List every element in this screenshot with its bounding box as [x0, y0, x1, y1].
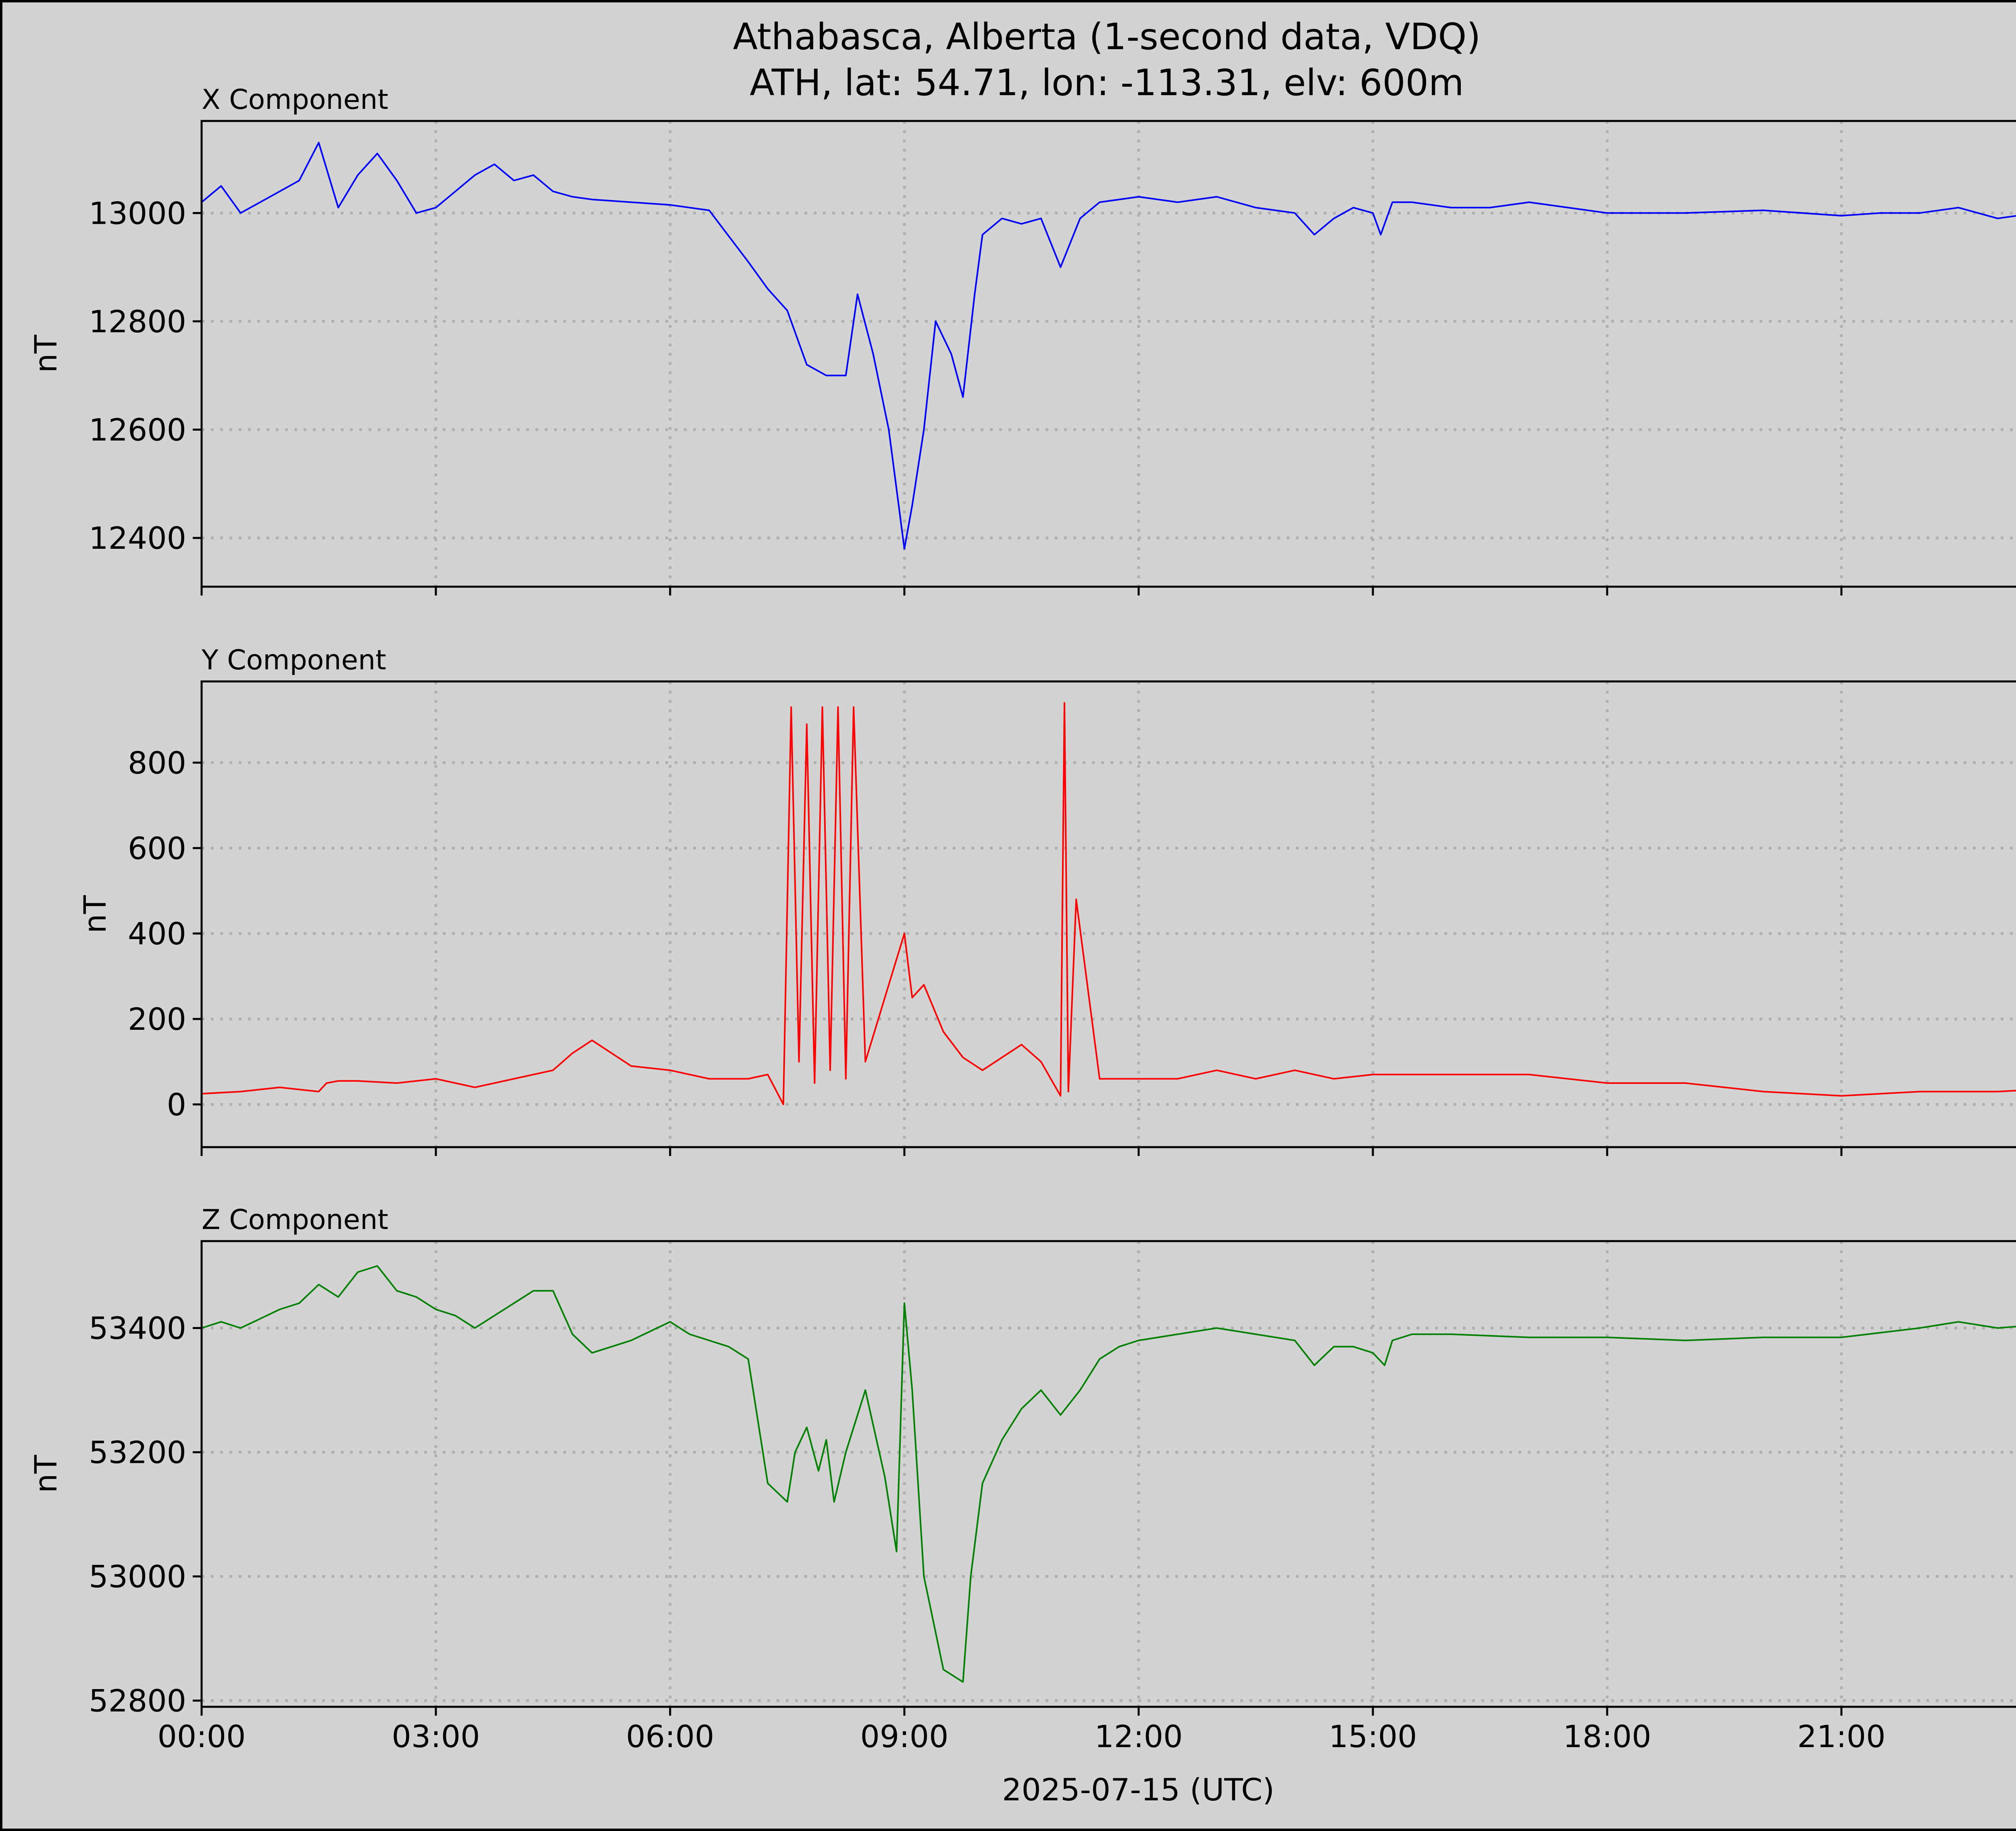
panel-1: X Component 12400 12600 12800 13000 nT — [28, 84, 2016, 596]
y-tick-label: 200 — [128, 1001, 186, 1037]
series-line — [201, 142, 2016, 550]
y-tick-label: 53400 — [89, 1310, 186, 1346]
series-line — [201, 702, 2016, 1105]
y-tick-label: 12800 — [89, 304, 186, 340]
panel-2: Y Component 0 200 400 600 800 nT — [77, 644, 2016, 1156]
y-axis-label: nT — [28, 335, 64, 373]
panel-title: X Component — [202, 84, 388, 116]
figure-subtitle: ATH, lat: 54.71, lon: -113.31, elv: 600m — [750, 62, 1464, 104]
x-tick-label: 06:00 — [626, 1719, 714, 1754]
x-axis-label: 2025-07-15 (UTC) — [1002, 1772, 1275, 1808]
series-line — [201, 1265, 2016, 1683]
y-tick-label: 53000 — [89, 1559, 186, 1595]
figure-title: Athabasca, Alberta (1-second data, VDQ) — [733, 16, 1481, 58]
panel-title: Y Component — [201, 644, 386, 676]
y-tick-label: 53200 — [89, 1435, 186, 1471]
panel-title: Z Component — [202, 1204, 388, 1236]
y-tick-label: 400 — [128, 916, 186, 952]
x-tick-label: 03:00 — [392, 1719, 480, 1754]
y-tick-label: 12400 — [89, 520, 186, 556]
y-tick-label: 12600 — [89, 412, 186, 448]
x-tick-label: 09:00 — [860, 1719, 948, 1754]
panel-3: Z Component 52800 53000 53200 53400 00:00 03:0… — [28, 1204, 2016, 1754]
y-axis-label: nT — [77, 895, 113, 933]
x-tick-label: 21:00 — [1797, 1719, 1885, 1754]
y-tick-label: 800 — [128, 745, 186, 781]
x-tick-label: 15:00 — [1329, 1719, 1417, 1754]
y-tick-label: 13000 — [89, 195, 186, 231]
x-tick-label: 00:00 — [157, 1719, 246, 1754]
y-tick-label: 0 — [167, 1087, 186, 1123]
x-tick-label: 18:00 — [1563, 1719, 1651, 1754]
y-axis-label: nT — [28, 1455, 64, 1493]
y-tick-label: 52800 — [89, 1683, 186, 1719]
y-tick-label: 600 — [128, 830, 186, 866]
x-tick-label: 12:00 — [1094, 1719, 1183, 1754]
